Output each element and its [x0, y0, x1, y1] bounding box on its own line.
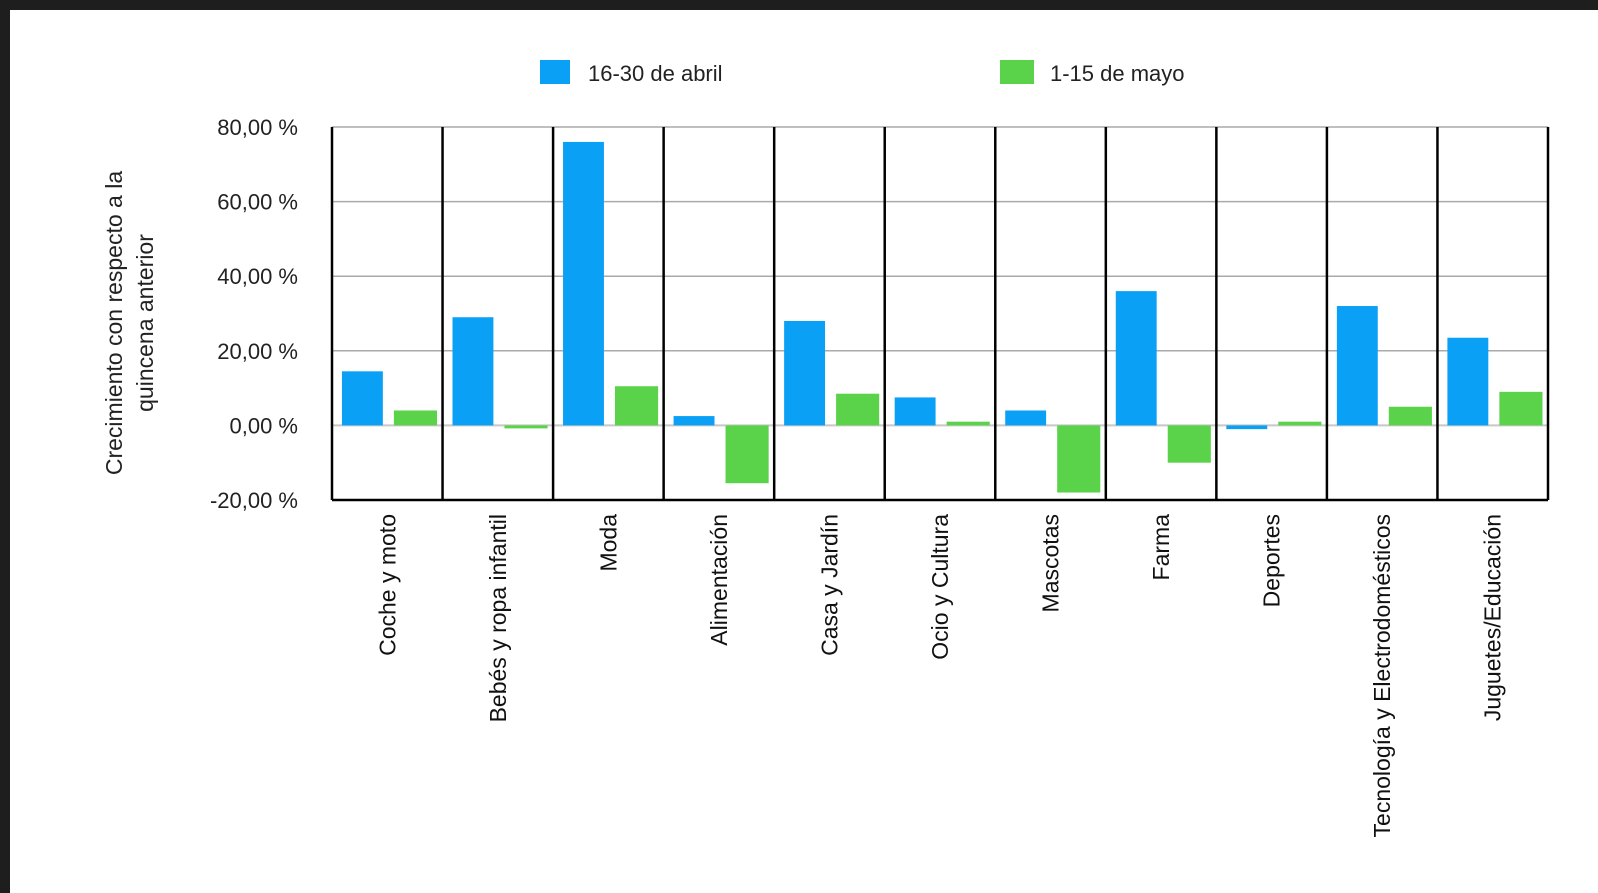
bar-abril-1 [452, 317, 494, 426]
category-label: Deportes [1259, 514, 1285, 607]
y-tick-label: 20,00 % [217, 339, 298, 364]
bar-abril-10 [1447, 337, 1489, 426]
category-label: Casa y Jardín [816, 514, 842, 656]
bar-mayo-8 [1278, 421, 1322, 426]
bar-mayo-5 [946, 421, 990, 426]
category-label: Alimentación [706, 514, 732, 646]
bar-mayo-4 [836, 393, 880, 426]
bar-mayo-3 [725, 425, 769, 484]
bar-mayo-0 [393, 410, 438, 426]
category-label: Coche y moto [374, 514, 400, 656]
legend-label-abril: 16-30 de abril [588, 61, 723, 86]
bar-mayo-2 [614, 386, 659, 426]
bar-abril-9 [1336, 306, 1378, 426]
bar-mayo-7 [1167, 425, 1211, 463]
bars [341, 141, 1543, 493]
y-tick-label: -20,00 % [210, 488, 298, 513]
legend-label-mayo: 1-15 de mayo [1050, 61, 1185, 86]
category-label: Moda [595, 514, 621, 572]
category-label: Bebés y ropa infantil [485, 514, 511, 722]
legend: 16-30 de abril 1-15 de mayo [540, 60, 1185, 86]
bar-abril-4 [784, 320, 826, 426]
y-tick-label: 60,00 % [217, 190, 298, 215]
y-tick-label: 0,00 % [230, 413, 299, 438]
bar-abril-6 [1005, 410, 1047, 426]
legend-swatch-mayo [1000, 60, 1034, 84]
y-axis-ticks: -20,00 % 0,00 % 20,00 % 40,00 % 60,00 % 80,00… [210, 115, 298, 513]
legend-swatch-abril [540, 60, 570, 84]
x-axis-categories: Coche y moto Bebés y ropa infantil Moda Ali… [374, 514, 1505, 838]
bar-mayo-6 [1057, 425, 1101, 493]
bar-abril-3 [673, 416, 715, 426]
y-tick-label: 80,00 % [217, 115, 298, 140]
category-label: Ocio y Cultura [927, 514, 953, 660]
bar-mayo-1 [504, 425, 548, 429]
bar-abril-2 [563, 141, 604, 426]
category-label: Juguetes/Educación [1480, 514, 1506, 721]
category-label: Tecnología y Electrodomésticos [1369, 514, 1395, 837]
chart-frame: 16-30 de abril 1-15 de mayo Crecimiento … [10, 10, 1598, 893]
bar-mayo-10 [1499, 391, 1543, 426]
y-axis-label-line2: quincena anterior [132, 234, 158, 412]
bar-chart: 16-30 de abril 1-15 de mayo Crecimiento … [101, 60, 1550, 838]
bar-abril-5 [894, 397, 936, 426]
bar-mayo-9 [1388, 406, 1432, 426]
category-label: Mascotas [1038, 514, 1064, 612]
y-tick-label: 40,00 % [217, 264, 298, 289]
bar-abril-8 [1226, 425, 1268, 430]
category-label: Farma [1148, 514, 1174, 581]
y-axis-label-line1: Crecimiento con respecto a la [101, 171, 127, 475]
category-separators [330, 127, 1550, 502]
bar-abril-7 [1115, 291, 1157, 426]
bar-abril-0 [341, 371, 383, 426]
